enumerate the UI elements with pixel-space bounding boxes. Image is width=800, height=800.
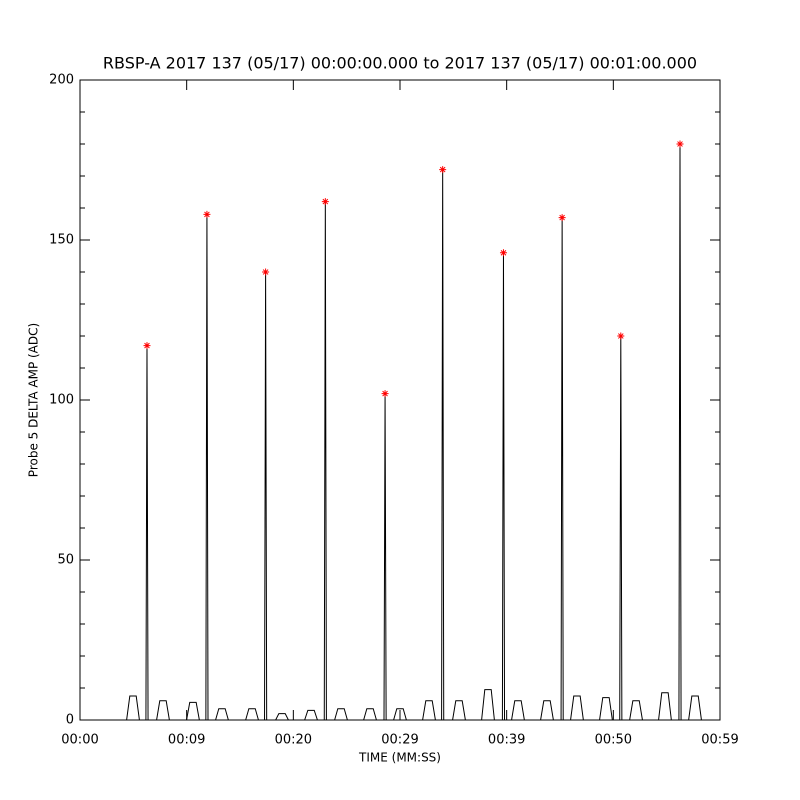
x-tick-label: 00:20 (275, 733, 312, 748)
peak-marker (439, 166, 447, 174)
x-tick-label: 00:00 (61, 733, 98, 748)
peak-marker (321, 198, 329, 206)
x-tick-label: 00:50 (595, 733, 632, 748)
peak-marker (558, 214, 566, 222)
y-tick-label: 50 (57, 553, 74, 568)
x-tick-label: 00:39 (488, 733, 525, 748)
chart-title: RBSP-A 2017 137 (05/17) 00:00:00.000 to … (103, 54, 697, 73)
peak-marker (262, 268, 270, 276)
peak-marker (617, 332, 625, 340)
peak-marker (203, 210, 211, 218)
y-axis-title: Probe 5 DELTA AMP (ADC) (27, 323, 41, 477)
x-axis-title: TIME (MM:SS) (358, 751, 441, 765)
plot-frame (79, 79, 721, 721)
peak-marker (499, 249, 507, 257)
waveform-line (80, 143, 720, 721)
peak-marker (143, 342, 151, 350)
y-tick-label: 0 (66, 713, 74, 728)
y-tick-label: 200 (49, 73, 74, 88)
x-tick-label: 00:29 (381, 733, 418, 748)
peak-marker (381, 390, 389, 398)
y-tick-label: 100 (49, 393, 74, 408)
x-tick-label: 00:59 (701, 733, 738, 748)
peak-marker (676, 140, 684, 148)
x-tick-label: 00:09 (168, 733, 205, 748)
y-tick-label: 150 (49, 233, 74, 248)
